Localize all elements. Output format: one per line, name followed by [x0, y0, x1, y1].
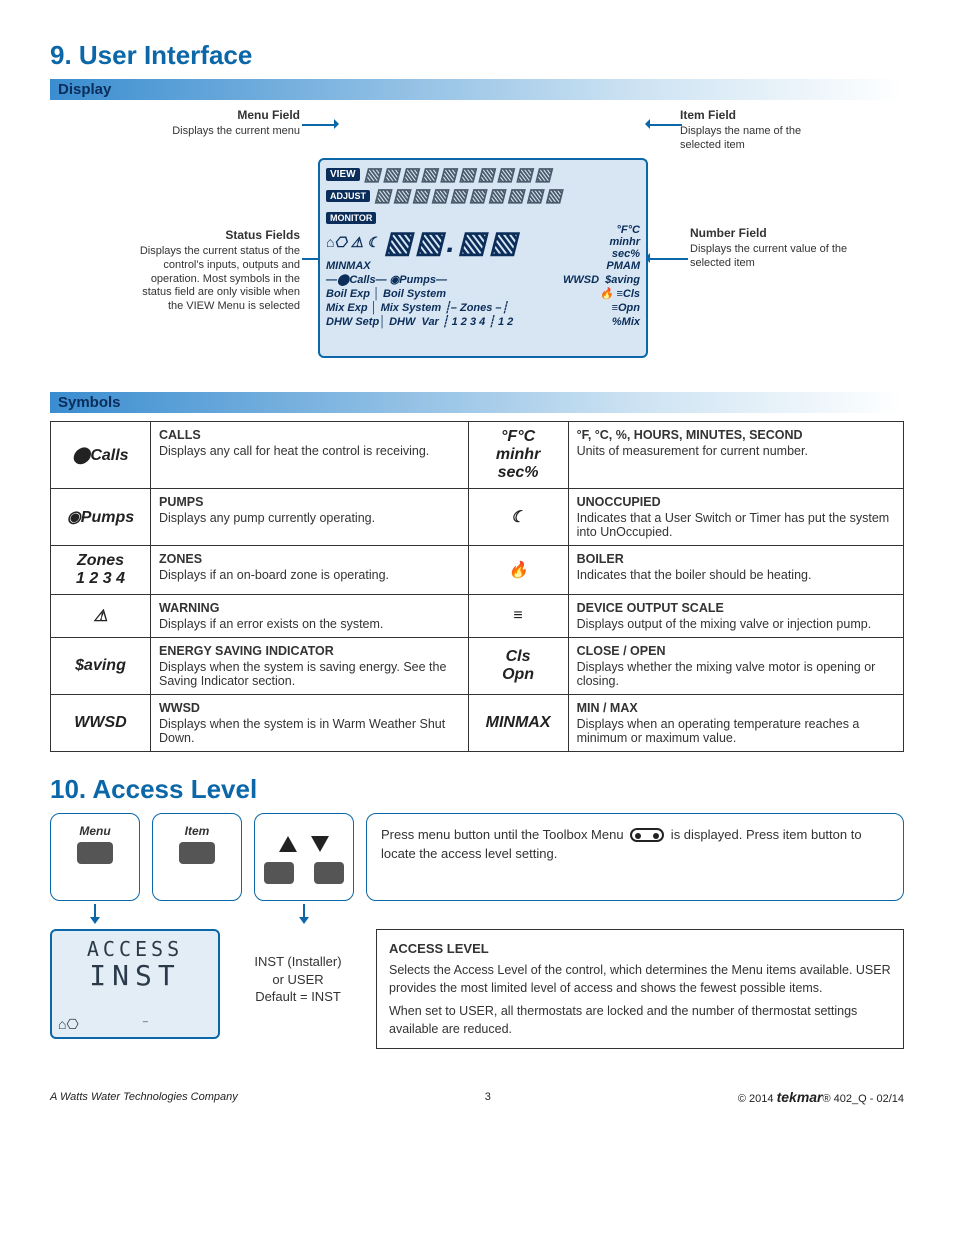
menu-button-box: Menu: [50, 813, 140, 901]
annot-status-fields: Status Fields Displays the current statu…: [130, 228, 300, 314]
lcd-minmax: MINMAX: [326, 260, 371, 272]
access-bottom-row: ACCESS INST ⌂⎔– INST (Installer) or USER…: [50, 929, 904, 1049]
item-button-label: Item: [159, 824, 235, 838]
footer-right: © 2014 tekmar® 402_Q - 02/14: [738, 1089, 904, 1105]
lcd-view-tag: VIEW: [326, 168, 360, 181]
symbols-table: ⬤CallsCALLSDisplays any call for heat th…: [50, 421, 904, 752]
annot-item-field: Item Field Displays the name of the sele…: [680, 108, 840, 153]
toolbox-instruction: Press menu button until the Toolbox Menu…: [366, 813, 904, 901]
symbol-icon: WWSD: [51, 695, 151, 752]
symbol-description: °F, °C, %, HOURS, MINUTES, SECONDUnits o…: [568, 422, 903, 489]
symbol-description: CLOSE / OPENDisplays whether the mixing …: [568, 638, 903, 695]
number-segments: ▧▧.▧▧: [384, 225, 521, 260]
toolbox-icon: [630, 828, 664, 842]
symbol-icon: Cls Opn: [468, 638, 568, 695]
updown-button-box: [254, 813, 354, 901]
symbol-icon: ⬤Calls: [51, 422, 151, 489]
symbol-description: WWSDDisplays when the system is in Warm …: [151, 695, 469, 752]
symbol-description: ENERGY SAVING INDICATORDisplays when the…: [151, 638, 469, 695]
symbol-description: ZONESDisplays if an on-board zone is ope…: [151, 546, 469, 595]
lcd-adjust-tag: ADJUST: [326, 190, 370, 202]
footer-page-number: 3: [485, 1091, 491, 1103]
annot-menu-field: Menu Field Displays the current menu: [140, 108, 300, 139]
access-mini-lcd: ACCESS INST ⌂⎔–: [50, 929, 220, 1039]
symbol-icon: ⚠: [51, 595, 151, 638]
display-bar: Display: [50, 79, 904, 100]
symbols-bar: Symbols: [50, 392, 904, 413]
symbol-icon: ☾: [468, 489, 568, 546]
up-arrow-icon[interactable]: [279, 836, 297, 852]
symbol-icon: 🔥: [468, 546, 568, 595]
defaults-column: INST (Installer) or USER Default = INST: [238, 929, 358, 1006]
menu-button-label: Menu: [57, 824, 133, 838]
lcd-panel: VIEW ▧▧▧▧▧▧▧▧▧▧ ADJUST ▧▧▧▧▧▧▧▧▧▧ MONITO…: [318, 158, 648, 358]
footer-left: A Watts Water Technologies Company: [50, 1091, 238, 1103]
item-segments: ▧▧▧▧▧▧▧▧▧▧: [364, 164, 554, 185]
heading-access-level: 10. Access Level: [50, 774, 904, 805]
symbol-description: CALLSDisplays any call for heat the cont…: [151, 422, 469, 489]
symbol-description: BOILERIndicates that the boiler should b…: [568, 546, 903, 595]
symbol-description: UNOCCUPIEDIndicates that a User Switch o…: [568, 489, 903, 546]
access-top-row: Menu Item Press menu button until the To…: [50, 813, 904, 901]
symbol-icon: ≡: [468, 595, 568, 638]
lcd-monitor-tag: MONITOR: [326, 212, 376, 224]
heading-user-interface: 9. User Interface: [50, 40, 904, 71]
up-button-keycap[interactable]: [264, 862, 294, 884]
symbol-icon: $aving: [51, 638, 151, 695]
page-footer: A Watts Water Technologies Company 3 © 2…: [50, 1089, 904, 1105]
symbol-icon: ◉Pumps: [51, 489, 151, 546]
access-level-description: ACCESS LEVEL Selects the Access Level of…: [376, 929, 904, 1049]
down-arrow-icon[interactable]: [311, 836, 329, 852]
symbol-description: WARNINGDisplays if an error exists on th…: [151, 595, 469, 638]
symbol-icon: MINMAX: [468, 695, 568, 752]
toolbox-icon: ⌂⎔ ⚠: [326, 234, 363, 251]
item-button-box: Item: [152, 813, 242, 901]
annot-number-field: Number Field Displays the current value …: [690, 226, 850, 271]
symbol-icon: Zones 1 2 3 4: [51, 546, 151, 595]
symbol-description: DEVICE OUTPUT SCALEDisplays output of th…: [568, 595, 903, 638]
display-diagram: Menu Field Displays the current menu Sta…: [50, 108, 904, 378]
symbol-description: PUMPSDisplays any pump currently operati…: [151, 489, 469, 546]
symbol-icon: °F°C minhr sec%: [468, 422, 568, 489]
symbol-description: MIN / MAXDisplays when an operating temp…: [568, 695, 903, 752]
item-segments-2: ▧▧▧▧▧▧▧▧▧▧: [374, 185, 564, 206]
down-button-keycap[interactable]: [314, 862, 344, 884]
menu-button-keycap[interactable]: [77, 842, 113, 864]
item-button-keycap[interactable]: [179, 842, 215, 864]
